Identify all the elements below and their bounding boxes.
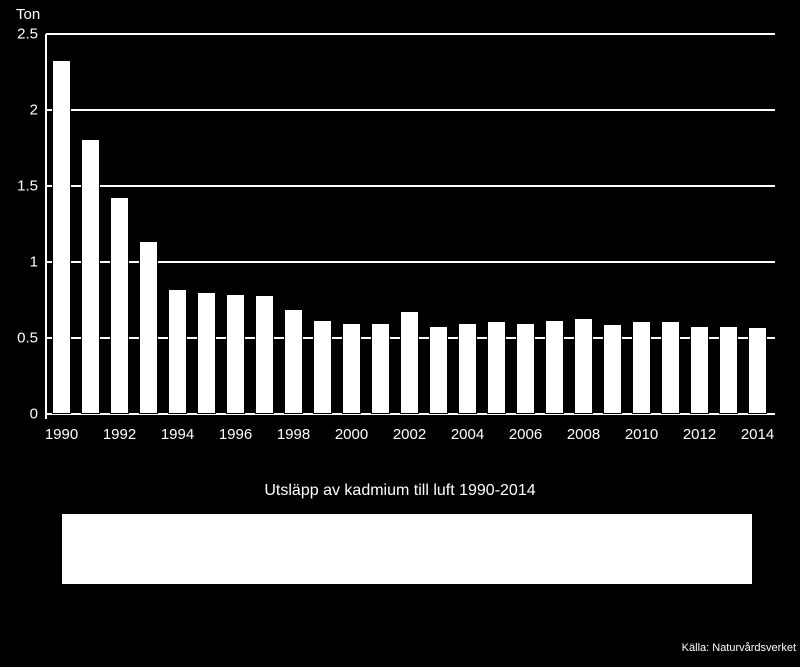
- bar: [168, 289, 187, 414]
- bar: [661, 321, 680, 414]
- bar: [516, 323, 535, 414]
- x-tick-label: 1990: [45, 426, 78, 443]
- gridline: [46, 33, 775, 35]
- bar: [342, 323, 361, 414]
- bar: [110, 197, 129, 414]
- x-tick-label: 1996: [219, 426, 252, 443]
- y-axis-title: Ton: [16, 6, 40, 23]
- x-tick-label: 1994: [161, 426, 194, 443]
- x-tick-label: 1998: [277, 426, 310, 443]
- plot-area: [46, 34, 775, 414]
- y-tick-label: 0.5: [17, 330, 38, 347]
- bar: [719, 326, 738, 414]
- y-tick-label: 1.5: [17, 178, 38, 195]
- x-tick-label: 2012: [683, 426, 716, 443]
- gridline: [46, 185, 775, 187]
- x-tick-label: 2002: [393, 426, 426, 443]
- bar: [371, 323, 390, 414]
- bar: [487, 321, 506, 414]
- bar: [458, 323, 477, 414]
- bar: [429, 326, 448, 414]
- bar: [545, 320, 564, 414]
- y-axis-line: [45, 34, 47, 419]
- y-tick-label: 1: [30, 254, 38, 271]
- bar: [52, 60, 71, 414]
- legend-box: [62, 514, 752, 584]
- bar: [284, 309, 303, 414]
- x-tick-label: 2004: [451, 426, 484, 443]
- y-tick-label: 2: [30, 102, 38, 119]
- bar: [139, 241, 158, 414]
- y-tick-label: 0: [30, 406, 38, 423]
- x-tick-label: 2010: [625, 426, 658, 443]
- bar: [574, 318, 593, 414]
- y-tick-label: 2.5: [17, 26, 38, 43]
- x-tick-label: 2014: [741, 426, 774, 443]
- chart-container: Ton Utsläpp av kadmium till luft 1990-20…: [0, 0, 800, 667]
- bar: [748, 327, 767, 414]
- bar: [81, 139, 100, 414]
- bar: [226, 294, 245, 414]
- bar: [400, 311, 419, 414]
- x-tick-label: 2008: [567, 426, 600, 443]
- bar: [255, 295, 274, 414]
- x-tick-label: 1992: [103, 426, 136, 443]
- bar: [690, 326, 709, 414]
- bar: [632, 321, 651, 414]
- source-text: Källa: Naturvårdsverket: [682, 642, 796, 654]
- bar: [197, 292, 216, 414]
- chart-subtitle: Utsläpp av kadmium till luft 1990-2014: [0, 482, 800, 500]
- bar: [313, 320, 332, 414]
- x-tick-label: 2000: [335, 426, 368, 443]
- bar: [603, 324, 622, 414]
- x-tick-label: 2006: [509, 426, 542, 443]
- gridline: [46, 109, 775, 111]
